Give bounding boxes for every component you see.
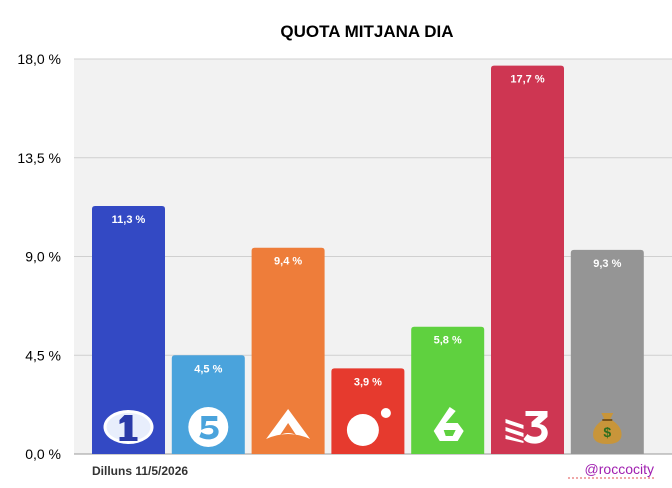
footer-handle: @roccocity — [585, 461, 654, 477]
cuatro-logo-icon — [346, 408, 391, 446]
la1-logo-icon — [103, 410, 154, 444]
data-label: 9,4 % — [274, 256, 302, 268]
data-label: 3,9 % — [354, 376, 382, 388]
y-tick-label: 4,5 % — [25, 347, 61, 363]
svg-text:$: $ — [603, 424, 611, 440]
y-tick-label: 18,0 % — [17, 51, 61, 67]
bar-money-bag — [570, 249, 644, 454]
tv3-logo-icon — [505, 411, 548, 444]
data-label: 5,8 % — [434, 335, 462, 347]
antena3-logo-icon — [266, 409, 311, 439]
bar-tv3 — [491, 65, 564, 454]
money-bag-icon: $ — [593, 413, 622, 444]
footer-date: Dilluns 11/5/2026 — [92, 464, 188, 478]
data-label: 9,3 % — [593, 258, 621, 270]
data-label: 17,7 % — [510, 74, 544, 86]
data-label: 11,3 % — [112, 214, 146, 226]
y-tick-label: 13,5 % — [17, 150, 61, 166]
bar-la1 — [92, 206, 165, 454]
bar-antena3 — [251, 247, 325, 454]
chart-title: QUOTA MITJANA DIA — [280, 22, 453, 41]
y-tick-label: 9,0 % — [25, 249, 61, 265]
data-label: 4,5 % — [194, 363, 222, 375]
y-tick-label: 0,0 % — [25, 446, 61, 462]
lasexta-logo-icon — [433, 407, 464, 441]
telecinco-logo-icon — [188, 407, 229, 447]
bar-lasexta — [411, 326, 485, 454]
